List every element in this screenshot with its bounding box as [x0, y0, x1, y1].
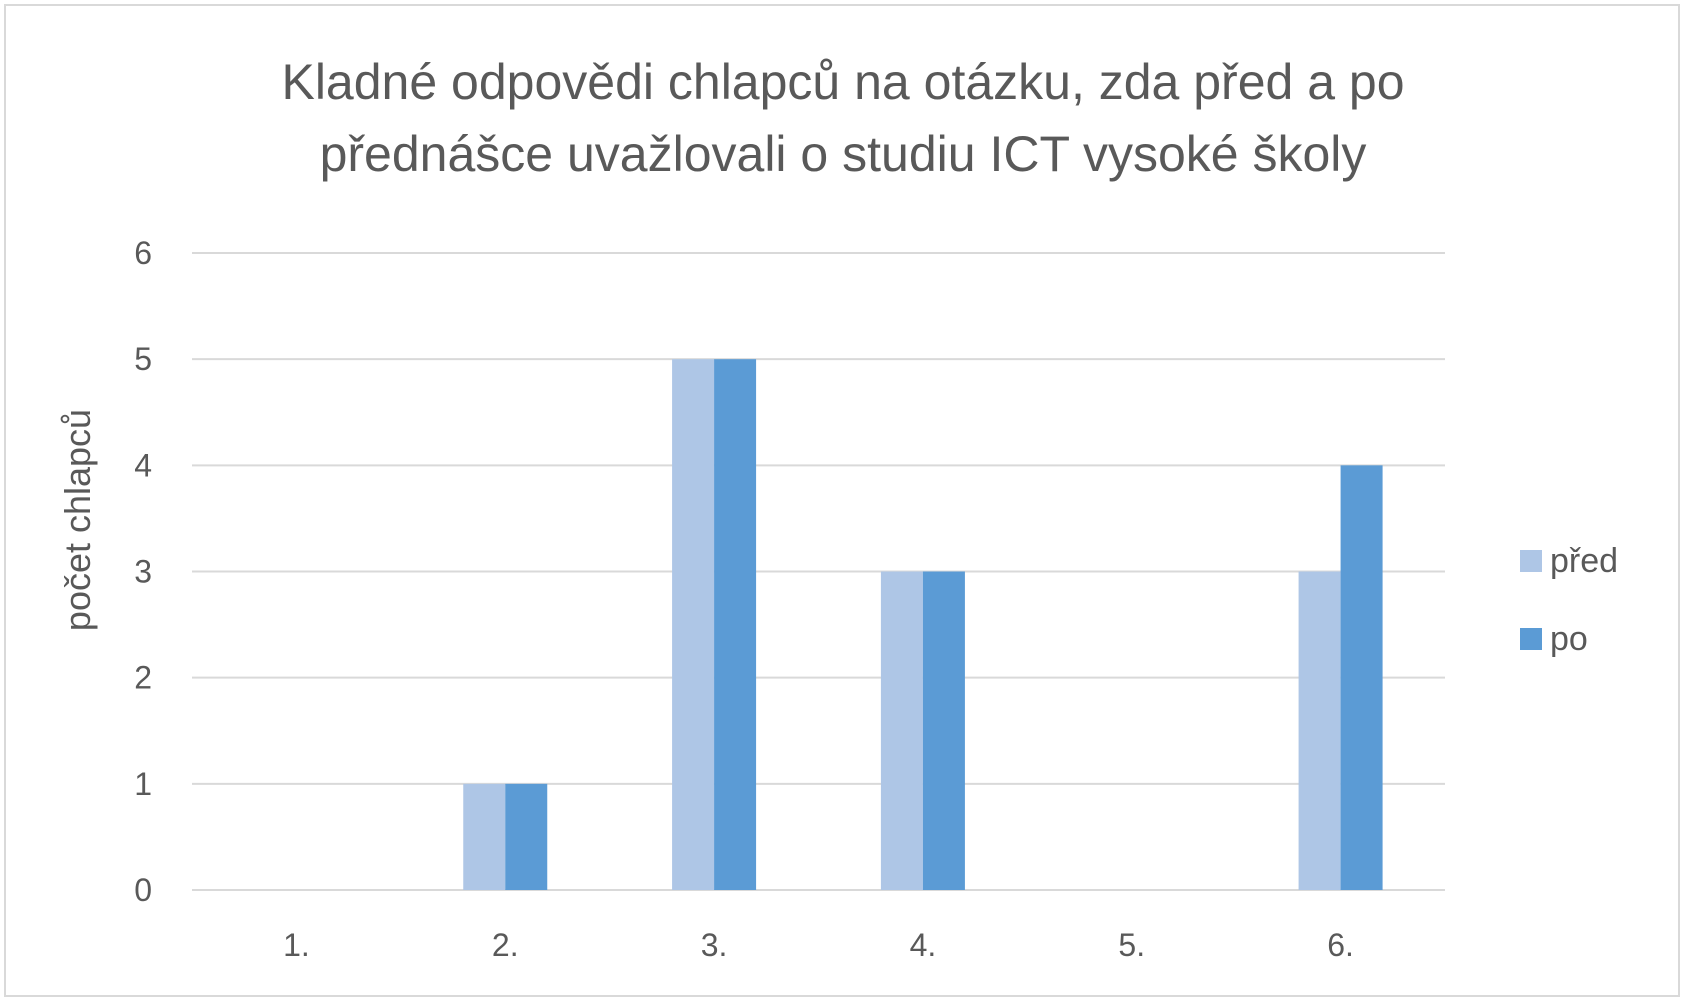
y-tick-label: 2 [134, 660, 152, 696]
y-axis-ticks: 0 1 2 3 4 5 6 [134, 235, 152, 908]
x-tick-label: 2. [492, 927, 519, 963]
y-axis-label: počet chlapců [57, 409, 98, 631]
y-tick-label: 4 [134, 447, 152, 483]
bar-po [714, 359, 757, 891]
legend-swatch [1520, 628, 1542, 650]
bar-pred [1298, 571, 1341, 890]
legend-label: po [1550, 620, 1588, 658]
x-tick-label: 1. [283, 927, 310, 963]
bar-po [1340, 465, 1383, 890]
bars [463, 359, 1383, 891]
x-tick-label: 6. [1327, 927, 1354, 963]
y-tick-label: 6 [134, 235, 152, 271]
bar-pred [672, 359, 715, 891]
chart-title: Kladné odpovědi chlapců na otázku, zda p… [0, 46, 1686, 190]
x-tick-label: 4. [910, 927, 937, 963]
legend-swatch [1520, 550, 1542, 572]
bar-po [922, 571, 965, 890]
chart-frame [4, 4, 1680, 997]
y-tick-label: 3 [134, 554, 152, 590]
x-axis-ticks: 1. 2. 3. 4. 5. 6. [283, 927, 1354, 963]
y-tick-label: 1 [134, 766, 152, 802]
x-tick-label: 3. [701, 927, 728, 963]
legend-label: před [1550, 542, 1618, 580]
chart-title-line-2: přednášce uvažlovali o studiu ICT vysoké… [319, 126, 1367, 182]
gridlines [192, 252, 1445, 891]
x-tick-label: 5. [1118, 927, 1145, 963]
bar-pred [880, 571, 923, 890]
y-tick-label: 0 [134, 872, 152, 908]
bar-po [505, 783, 548, 890]
bar-pred [463, 783, 506, 890]
chart-title-line-1: Kladné odpovědi chlapců na otázku, zda p… [281, 54, 1405, 110]
y-tick-label: 5 [134, 341, 152, 377]
legend: před po [1520, 542, 1618, 658]
